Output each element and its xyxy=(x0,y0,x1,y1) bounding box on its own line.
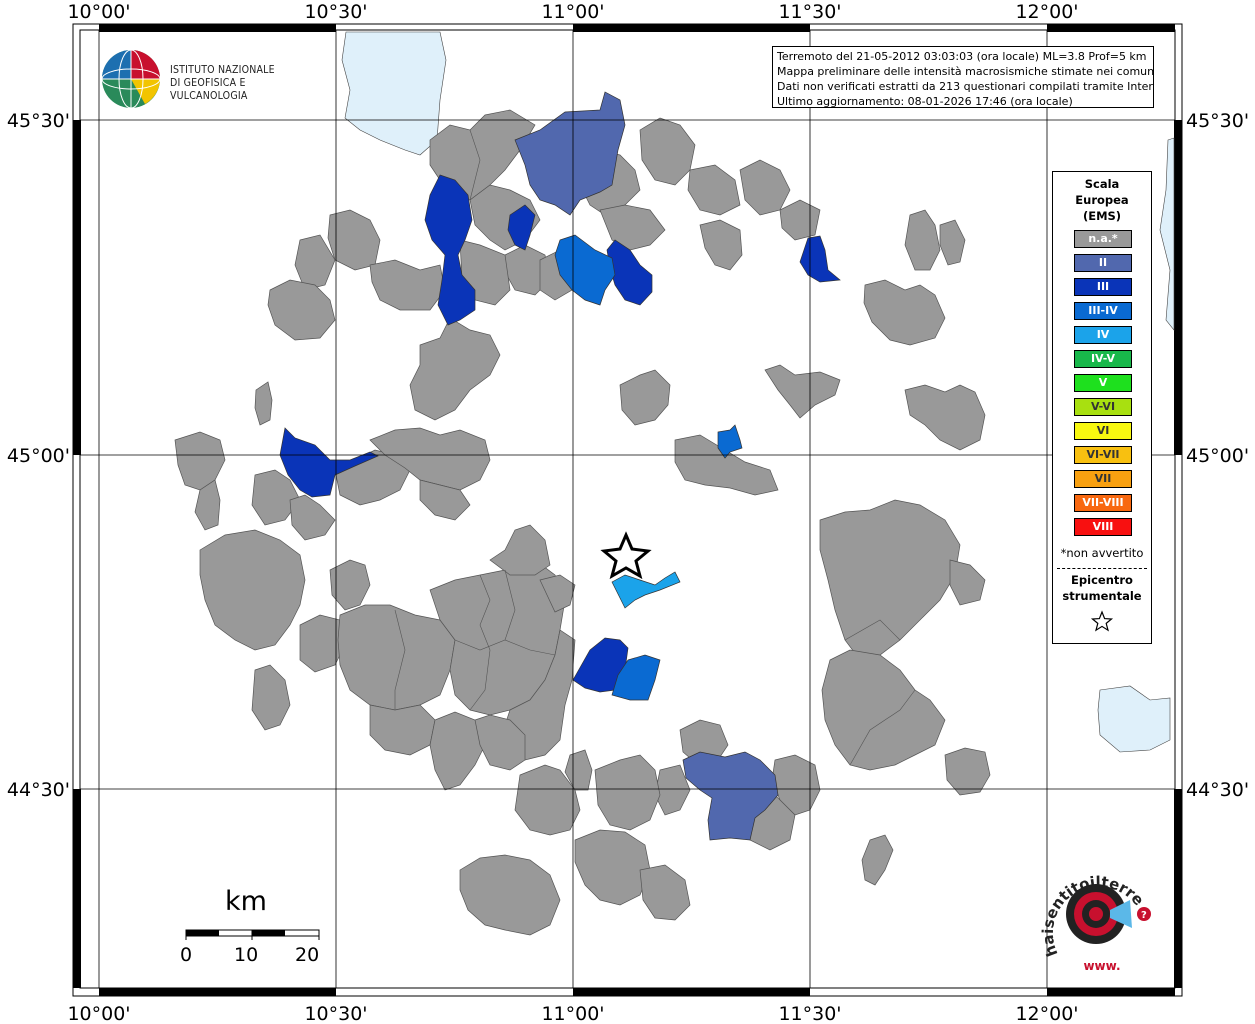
info-line-description: Mappa preliminare delle intensità macros… xyxy=(777,65,1154,78)
info-line-source: Dati non verificati estratti da 213 ques… xyxy=(777,80,1154,93)
svg-text:?: ? xyxy=(1141,910,1147,921)
legend-item: VII xyxy=(1074,470,1132,488)
frame-ticks-top xyxy=(73,24,1182,996)
legend-item: n.a.* xyxy=(1074,230,1132,248)
info-line-updated: Ultimo aggiornamento: 08-01-2026 17:46 (… xyxy=(777,95,1073,108)
svg-text:10°30': 10°30' xyxy=(304,1,367,23)
legend-item: II xyxy=(1074,254,1132,272)
municipalities-ems-III-IV xyxy=(554,234,743,701)
legend-item: III-IV xyxy=(1074,302,1132,320)
scale-bar: km 0 10 20 xyxy=(170,886,340,966)
scale-tick-20: 20 xyxy=(295,944,320,966)
legend-item: V xyxy=(1074,374,1132,392)
svg-text:11°30': 11°30' xyxy=(778,1003,841,1024)
legend-note: *non avvertito xyxy=(1060,546,1144,560)
ems-legend: Scala Europea (EMS) n.a.* II III III-IV IV IV… xyxy=(1052,171,1152,644)
svg-text:45°00': 45°00' xyxy=(1186,445,1249,467)
legend-item: VIII xyxy=(1074,518,1132,536)
svg-text:44°30': 44°30' xyxy=(7,779,70,801)
legend-item: VI-VII xyxy=(1074,446,1132,464)
ingv-name: ISTITUTO NAZIONALE DI GEOFISICA E VULCAN… xyxy=(170,64,275,102)
lat-label-left: 45°30' xyxy=(7,110,70,132)
municipalities-na xyxy=(174,109,991,936)
legend-item: VI xyxy=(1074,422,1132,440)
ingv-logo: ISTITUTO NAZIONALE DI GEOFISICA E VULCAN… xyxy=(100,48,320,110)
svg-text:11°00': 11°00' xyxy=(541,1003,604,1024)
lake-garda xyxy=(341,31,447,156)
star-icon xyxy=(1090,610,1114,632)
lon-label-top: 10°00' xyxy=(67,1,130,23)
legend-item: IV xyxy=(1074,326,1132,344)
scale-tick-0: 0 xyxy=(180,944,193,966)
legend-title: Scala Europea (EMS) xyxy=(1075,177,1129,223)
legend-epicenter-label: Epicentro strumentale xyxy=(1062,573,1142,603)
svg-text:44°30': 44°30' xyxy=(1186,779,1249,801)
municipalities-ems-II xyxy=(514,91,779,841)
haisentito-logo: ? haisentitoilterremoto.it www. xyxy=(1022,848,1165,982)
event-info-box: Terremoto del 21-05-2012 03:03:03 (ora l… xyxy=(772,46,1154,108)
svg-text:12°00': 12°00' xyxy=(1015,1,1078,23)
scale-bar-graphic xyxy=(185,929,320,940)
legend-item: IV-V xyxy=(1074,350,1132,368)
legend-item: III xyxy=(1074,278,1132,296)
lagoon xyxy=(1097,685,1171,753)
lon-label-bottom: 10°00' xyxy=(67,1003,130,1024)
scale-tick-10: 10 xyxy=(234,944,259,966)
epicenter-star-icon xyxy=(600,531,652,580)
svg-text:10°30': 10°30' xyxy=(304,1003,367,1024)
legend-separator xyxy=(1057,568,1147,569)
svg-text:11°30': 11°30' xyxy=(778,1,841,23)
lakes xyxy=(341,31,1175,753)
axis-labels: 10°00' 10°30' 11°00' 11°30' 12°00' 10°00… xyxy=(7,1,1249,1024)
svg-text:45°00': 45°00' xyxy=(7,445,70,467)
lat-label-right: 45°30' xyxy=(1186,110,1249,132)
municipalities-ems-IV xyxy=(611,571,681,609)
legend-item: VII-VIII xyxy=(1074,494,1132,512)
legend-item: V-VI xyxy=(1074,398,1132,416)
info-line-event: Terremoto del 21-05-2012 03:03:03 (ora l… xyxy=(777,50,1147,63)
graticule xyxy=(80,30,1175,988)
scale-unit: km xyxy=(225,886,267,917)
svg-text:12°00': 12°00' xyxy=(1015,1003,1078,1024)
globe-icon xyxy=(101,49,161,109)
megaphone-icon xyxy=(1110,900,1132,928)
svg-text:11°00': 11°00' xyxy=(541,1,604,23)
brand-www: www. xyxy=(1083,959,1120,973)
